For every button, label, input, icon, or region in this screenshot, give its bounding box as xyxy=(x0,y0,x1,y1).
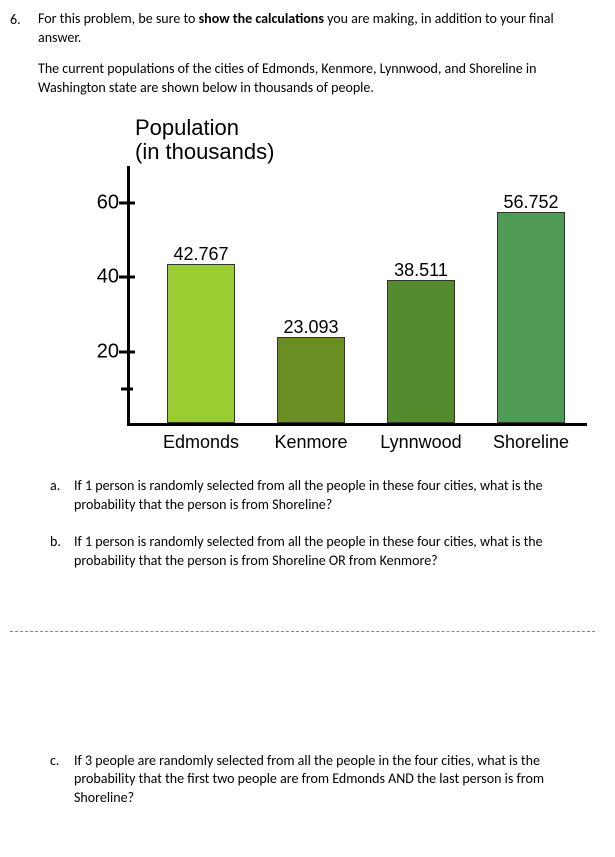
bar-value-label: 38.511 xyxy=(394,260,448,281)
chart-area: 60 40 20 42.767 23.093 38.511 56.752 xyxy=(75,166,595,426)
y-tick-mark xyxy=(119,350,135,353)
chart-title-line1: Population xyxy=(135,116,595,140)
problem-header-row: 6. For this problem, be sure to show the… xyxy=(10,10,595,48)
y-tick-label: 20 xyxy=(97,340,119,363)
x-label: Lynnwood xyxy=(366,432,476,453)
subpart-a-text: If 1 person is randomly selected from al… xyxy=(74,477,595,515)
y-tick-label: 40 xyxy=(97,266,119,289)
subpart-c-text: If 3 people are randomly selected from a… xyxy=(74,752,595,809)
x-axis-line xyxy=(127,423,587,426)
subpart-c-letter: c. xyxy=(50,752,74,769)
problem-intro: The current populations of the cities of… xyxy=(38,60,595,98)
y-tick-label: 60 xyxy=(97,192,119,215)
subpart-b-letter: b. xyxy=(50,533,74,550)
subpart-a-row: a. If 1 person is randomly selected from… xyxy=(50,477,595,515)
bar-kenmore xyxy=(277,337,345,423)
y-tick-mark xyxy=(119,202,135,205)
problem-prompt: For this problem, be sure to show the ca… xyxy=(38,10,595,48)
plot-area: 42.767 23.093 38.511 56.752 xyxy=(127,166,587,426)
y-axis: 60 40 20 xyxy=(75,166,127,426)
x-label: Shoreline xyxy=(476,432,586,453)
x-label: Kenmore xyxy=(256,432,366,453)
y-tick-mark xyxy=(121,387,133,390)
problem-number: 6. xyxy=(10,10,38,28)
page: 6. For this problem, be sure to show the… xyxy=(0,0,615,836)
population-chart: Population (in thousands) 60 40 20 42.767 2… xyxy=(75,116,595,453)
subpart-b-row: b. If 1 person is randomly selected from… xyxy=(50,533,595,571)
bar-value-label: 23.093 xyxy=(283,317,338,338)
chart-title-line2: (in thousands) xyxy=(135,140,595,164)
subpart-a-letter: a. xyxy=(50,477,74,494)
bar-lynnwood xyxy=(387,280,455,423)
bar-edmonds xyxy=(167,264,235,423)
section-divider xyxy=(10,631,595,632)
prompt-pre: For this problem, be sure to xyxy=(38,10,199,27)
bar-shoreline xyxy=(497,212,565,423)
subpart-b-text: If 1 person is randomly selected from al… xyxy=(74,533,595,571)
x-label: Edmonds xyxy=(146,432,256,453)
prompt-bold: show the calculations xyxy=(199,10,324,27)
bar-value-label: 42.767 xyxy=(173,244,228,265)
bar-value-label: 56.752 xyxy=(503,192,558,213)
x-axis-labels: EdmondsKenmoreLynnwoodShoreline xyxy=(127,432,587,453)
chart-title-block: Population (in thousands) xyxy=(135,116,595,164)
subpart-c-row: c. If 3 people are randomly selected fro… xyxy=(50,752,595,809)
y-tick-mark xyxy=(119,276,135,279)
